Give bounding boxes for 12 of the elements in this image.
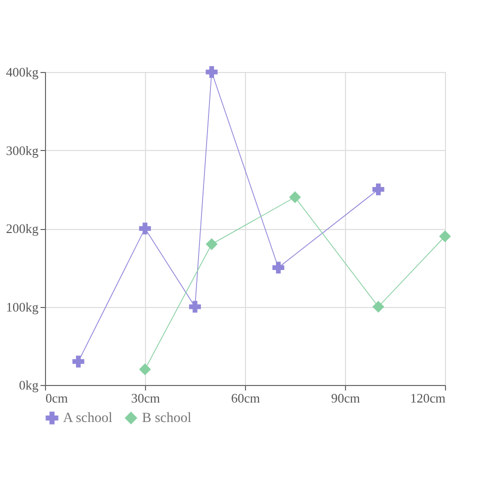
x-tick-label: 30cm [131, 390, 160, 406]
legend-label: A school [63, 411, 112, 426]
x-tick-label: 90cm [331, 390, 360, 406]
y-tick-label: 100kg [6, 299, 39, 314]
legend-label: B school [142, 411, 192, 426]
x-tick-label: 60cm [231, 390, 260, 406]
x-tick-label: 120cm [410, 390, 446, 406]
y-tick-label: 0kg [19, 378, 39, 392]
y-tick-label: 400kg [6, 64, 39, 80]
y-tick-label: 300kg [6, 142, 39, 158]
y-tick-label: 200kg [6, 221, 39, 236]
x-tick-label: 0cm [46, 390, 68, 406]
